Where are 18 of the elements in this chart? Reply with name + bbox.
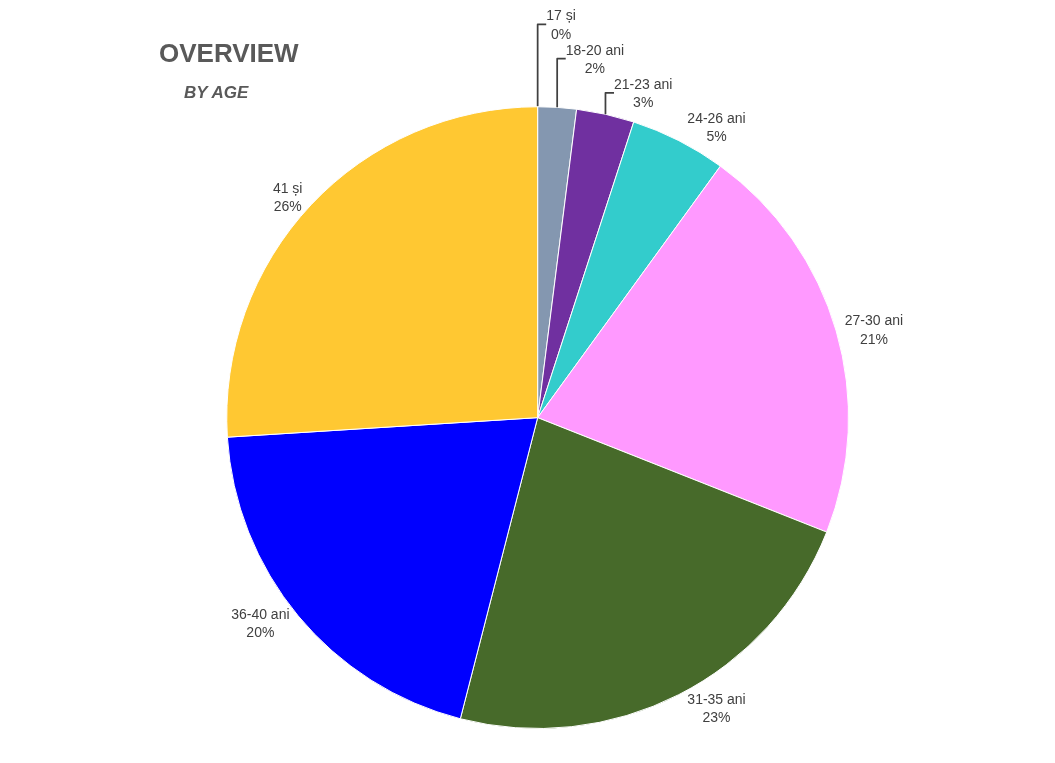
slice-label: 31-35 ani (687, 691, 746, 708)
slice-label: 18-20 ani (565, 41, 625, 58)
data-label: 26% (273, 197, 302, 214)
text: BY AGE (184, 83, 249, 102)
slice-label: 41 și (272, 179, 303, 196)
category-label: 17 și (546, 7, 576, 24)
data-label: 5% (706, 128, 727, 145)
data-label: 3% (633, 93, 654, 110)
text: 0% (550, 25, 572, 42)
slice-label: 36-40 ani (231, 605, 290, 622)
slice-label: 21-23 ani (614, 75, 673, 92)
chart-title: OVERVIEW (159, 38, 300, 68)
data-label: 2% (584, 59, 606, 76)
data-label: 20% (246, 623, 275, 640)
slice-label: 24-26 ani (687, 109, 746, 126)
slice-label: 27-30 ani (844, 312, 904, 329)
data-label: 21% (859, 330, 888, 347)
data-label: 23% (702, 709, 731, 726)
